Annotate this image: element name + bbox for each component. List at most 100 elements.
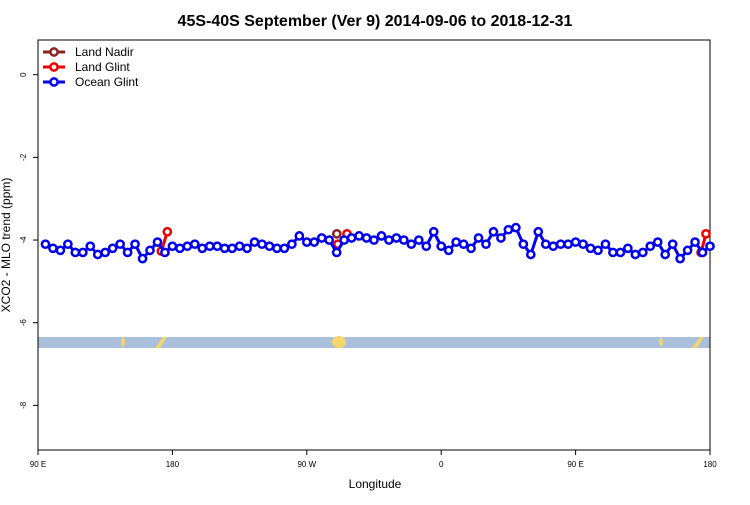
data-point [77, 247, 88, 258]
data-point [458, 239, 469, 250]
data-point [436, 241, 447, 252]
data-point [637, 247, 648, 258]
data-point [361, 233, 372, 243]
data-point [137, 253, 148, 264]
data-point [630, 249, 641, 260]
data-point [70, 247, 81, 258]
x-tick-label: 180 [166, 460, 180, 469]
data-point [615, 247, 626, 258]
data-point [219, 243, 230, 254]
data-point [346, 233, 357, 243]
x-tick-label: 90 E [30, 460, 46, 469]
y-axis-label: XCO2 - MLO trend (ppm) [0, 178, 13, 313]
legend-label: Ocean Glint [75, 75, 139, 89]
data-point [511, 222, 521, 233]
data-point [443, 245, 454, 256]
data-point [399, 235, 409, 245]
data-point [257, 239, 267, 250]
data-point [682, 245, 693, 256]
data-point [533, 226, 544, 237]
data-point [316, 233, 327, 243]
y-tick-label: -8 [19, 401, 28, 409]
legend-label: Land Glint [75, 60, 130, 74]
data-point [339, 235, 349, 245]
data-point [227, 243, 237, 254]
data-point [585, 243, 596, 254]
data-point [466, 243, 476, 254]
data-point [152, 237, 163, 247]
data-point [697, 247, 708, 258]
data-point [675, 253, 685, 264]
data-point [548, 241, 559, 252]
data-point [406, 239, 417, 250]
data-point [130, 239, 140, 250]
data-point [100, 247, 111, 258]
data-point [451, 237, 461, 247]
data-point [570, 237, 581, 247]
data-point [264, 241, 275, 252]
x-tick-label: 180 [703, 460, 717, 469]
data-point [384, 235, 394, 245]
data-point [160, 247, 170, 258]
data-point [309, 237, 320, 247]
data-point [182, 241, 193, 252]
data-point [488, 226, 499, 237]
data-point [40, 239, 51, 250]
data-point [279, 243, 290, 254]
data-point [167, 241, 178, 252]
data-point [115, 239, 125, 250]
data-point [249, 237, 260, 247]
data-point [63, 239, 73, 250]
data-point [145, 245, 155, 256]
data-point [645, 241, 656, 252]
data-point [48, 243, 58, 254]
data-point [701, 228, 711, 239]
data-point [690, 237, 700, 247]
data-point [652, 237, 663, 247]
data-point [667, 239, 678, 250]
y-tick-label: -4 [19, 236, 28, 244]
x-tick-label: 90 W [297, 460, 316, 469]
data-point [578, 239, 588, 250]
data-point [242, 243, 252, 254]
x-tick-label: 90 E [567, 460, 583, 469]
data-point [391, 233, 402, 243]
data-point [496, 233, 506, 243]
data-point [623, 243, 633, 254]
data-point [354, 231, 364, 241]
data-point [660, 249, 671, 260]
data-point [525, 249, 536, 260]
chart-title: 45S-40S September (Ver 9) 2014-09-06 to … [178, 13, 573, 30]
data-point [234, 241, 245, 252]
data-point [421, 241, 432, 252]
legend-marker [49, 47, 59, 57]
data-point [85, 241, 96, 252]
data-point [175, 243, 185, 254]
data-point [272, 243, 282, 254]
data-point [376, 231, 387, 241]
y-tick-label: -2 [19, 153, 28, 161]
data-point [369, 235, 379, 245]
data-point [331, 247, 342, 258]
legend-marker [49, 62, 59, 72]
data-point [294, 231, 305, 241]
data-point [162, 226, 173, 237]
data-point [92, 249, 103, 260]
data-point [563, 239, 573, 250]
legend-marker [49, 77, 59, 87]
data-point [122, 247, 133, 258]
data-point [189, 239, 200, 250]
data-point [197, 243, 208, 254]
data-point [503, 224, 514, 235]
data-point [608, 247, 618, 258]
data-point [481, 239, 491, 250]
x-axis-label: Longitude [349, 477, 402, 491]
data-point [593, 245, 603, 256]
data-point [413, 235, 424, 245]
data-point [600, 239, 611, 250]
data-point [428, 226, 439, 237]
data-point [204, 241, 215, 252]
x-tick-label: 0 [439, 460, 444, 469]
data-point [107, 243, 118, 254]
